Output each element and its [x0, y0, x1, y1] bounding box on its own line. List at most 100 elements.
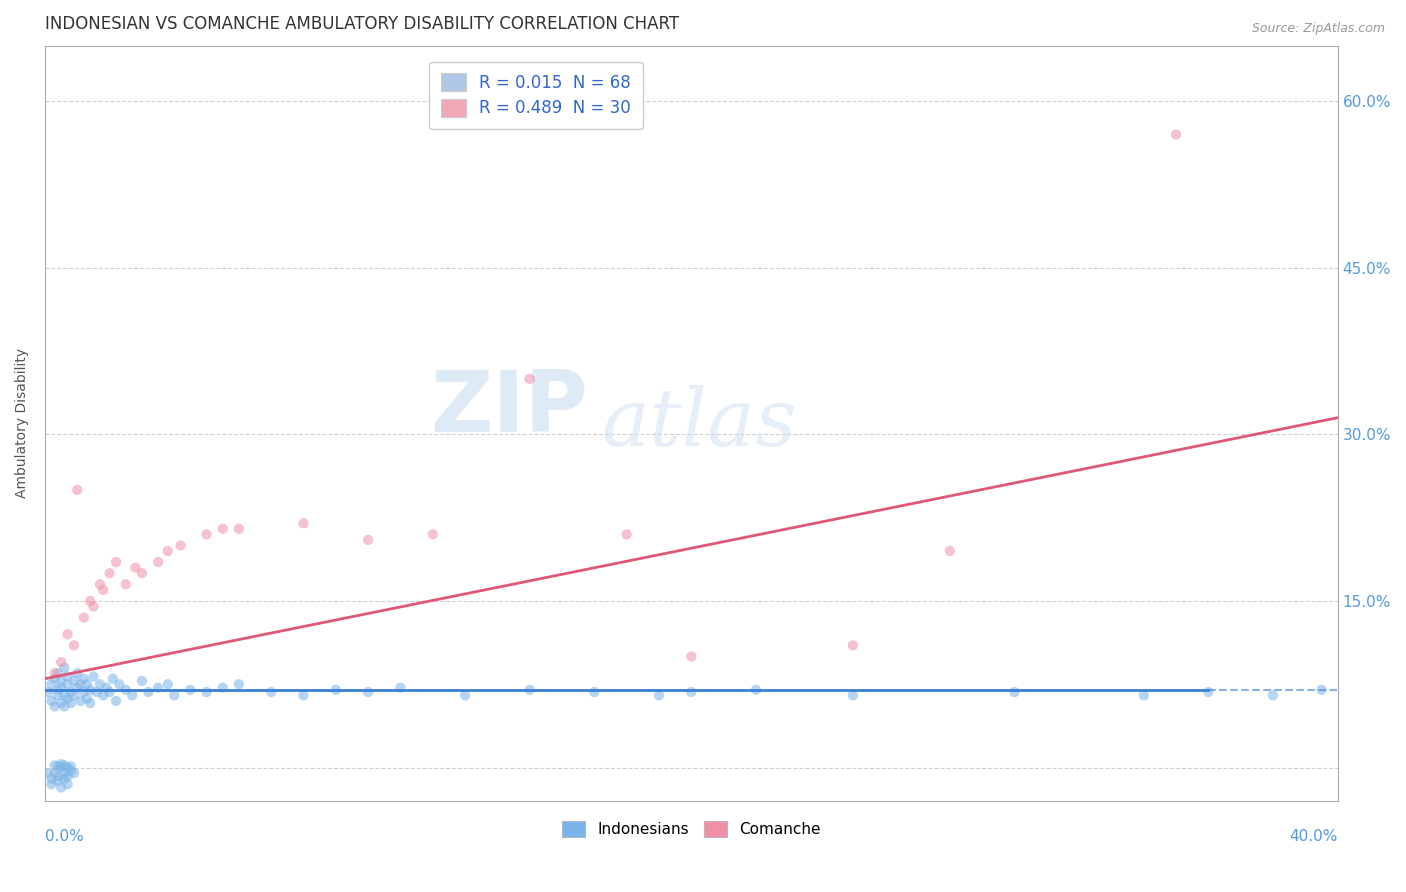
Point: [195, 527, 218, 541]
Y-axis label: Ambulatory Disability: Ambulatory Disability: [15, 348, 30, 499]
Point: [939, 544, 962, 558]
Point: [46, 769, 69, 783]
Point: [44, 758, 66, 772]
Point: [422, 527, 444, 541]
Point: [195, 685, 218, 699]
Point: [73, 610, 96, 624]
Point: [519, 682, 541, 697]
Point: [46, 666, 69, 681]
Point: [228, 677, 250, 691]
Point: [56, 777, 79, 791]
Point: [53, 772, 76, 786]
Point: [79, 696, 101, 710]
Point: [76, 677, 98, 691]
Point: [583, 685, 606, 699]
Point: [138, 685, 160, 699]
Point: [389, 681, 412, 695]
Point: [49, 673, 72, 688]
Point: [163, 689, 186, 703]
Point: [1310, 682, 1333, 697]
Point: [73, 672, 96, 686]
Text: INDONESIAN VS COMANCHE AMBULATORY DISABILITY CORRELATION CHART: INDONESIAN VS COMANCHE AMBULATORY DISABI…: [45, 15, 679, 33]
Point: [96, 681, 118, 695]
Point: [842, 689, 865, 703]
Point: [79, 594, 101, 608]
Point: [44, 766, 66, 780]
Point: [44, 666, 66, 681]
Point: [44, 699, 66, 714]
Point: [63, 766, 86, 780]
Point: [63, 689, 86, 703]
Point: [41, 772, 63, 786]
Point: [49, 655, 72, 669]
Point: [56, 669, 79, 683]
Point: [105, 694, 128, 708]
Point: [63, 673, 86, 688]
Point: [91, 689, 114, 703]
Point: [105, 555, 128, 569]
Point: [41, 677, 63, 691]
Point: [519, 372, 541, 386]
Text: ZIP: ZIP: [430, 367, 588, 450]
Point: [59, 696, 82, 710]
Point: [76, 691, 98, 706]
Point: [69, 677, 91, 691]
Point: [41, 777, 63, 791]
Point: [357, 685, 380, 699]
Point: [89, 677, 111, 691]
Point: [1004, 685, 1026, 699]
Point: [56, 769, 79, 783]
Text: 0.0%: 0.0%: [45, 829, 84, 844]
Point: [53, 758, 76, 772]
Point: [681, 685, 703, 699]
Point: [292, 516, 315, 531]
Point: [91, 582, 114, 597]
Point: [46, 773, 69, 788]
Point: [59, 759, 82, 773]
Point: [49, 780, 72, 795]
Point: [66, 483, 89, 497]
Point: [66, 666, 89, 681]
Point: [357, 533, 380, 547]
Point: [131, 673, 153, 688]
Point: [49, 757, 72, 772]
Point: [49, 760, 72, 774]
Point: [89, 577, 111, 591]
Point: [131, 566, 153, 581]
Point: [1132, 689, 1154, 703]
Point: [79, 682, 101, 697]
Point: [59, 764, 82, 778]
Point: [82, 599, 104, 614]
Point: [842, 639, 865, 653]
Point: [156, 544, 179, 558]
Point: [170, 538, 193, 552]
Point: [41, 694, 63, 708]
Point: [101, 672, 124, 686]
Point: [211, 681, 233, 695]
Legend: Indonesians, Comanche: Indonesians, Comanche: [553, 812, 830, 847]
Point: [1164, 128, 1187, 142]
Point: [228, 522, 250, 536]
Point: [114, 577, 136, 591]
Text: 40.0%: 40.0%: [1289, 829, 1337, 844]
Point: [53, 699, 76, 714]
Point: [56, 691, 79, 706]
Point: [121, 689, 143, 703]
Point: [49, 681, 72, 695]
Point: [86, 685, 108, 699]
Point: [146, 681, 169, 695]
Point: [124, 560, 146, 574]
Point: [53, 689, 76, 703]
Point: [66, 681, 89, 695]
Point: [1197, 685, 1219, 699]
Point: [63, 639, 86, 653]
Point: [292, 689, 315, 703]
Point: [73, 685, 96, 699]
Point: [156, 677, 179, 691]
Point: [69, 694, 91, 708]
Point: [56, 760, 79, 774]
Point: [745, 682, 768, 697]
Point: [681, 649, 703, 664]
Point: [114, 682, 136, 697]
Point: [108, 677, 131, 691]
